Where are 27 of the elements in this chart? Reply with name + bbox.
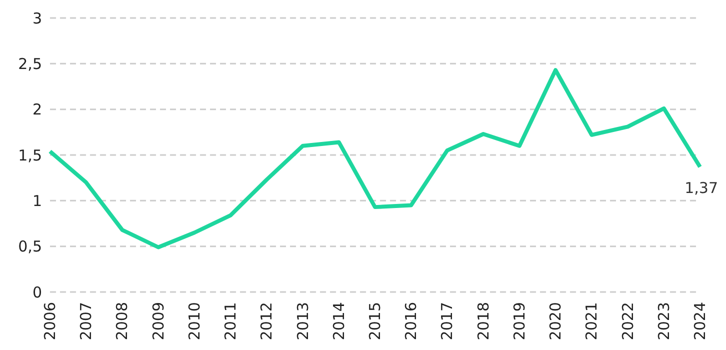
x-tick-label: 2020 [546,302,565,340]
x-tick-label: 2010 [185,302,204,340]
x-tick-label: 2016 [402,302,420,340]
x-tick-label: 2019 [510,302,528,340]
y-tick-label: 1,5 [18,146,42,164]
x-tick-label: 2023 [654,302,673,340]
y-tick-label: 0 [32,283,42,302]
y-tick-label: 0,5 [18,238,42,256]
x-tick-label: 2015 [366,302,384,340]
y-tick-label: 2 [32,100,42,119]
y-tick-label: 1 [32,192,42,210]
x-tick-label: 2009 [149,302,168,340]
x-tick-label: 2008 [113,302,132,340]
x-tick-label: 2018 [474,302,492,340]
y-tick-label: 3 [32,9,42,28]
x-tick-label: 2012 [258,302,276,340]
x-tick-label: 2014 [330,302,348,340]
x-tick-label: 2011 [222,302,240,340]
x-tick-label: 2021 [582,302,601,340]
x-tick-label: 2022 [618,302,637,340]
x-tick-label: 2017 [438,302,456,340]
x-tick-label: 2013 [294,302,312,340]
x-tick-label: 2024 [691,302,709,340]
x-tick-label: 2007 [77,302,96,340]
x-tick-label: 2006 [41,302,59,340]
y-tick-label: 2,5 [18,54,42,73]
data-label: 1,37 [684,178,718,197]
